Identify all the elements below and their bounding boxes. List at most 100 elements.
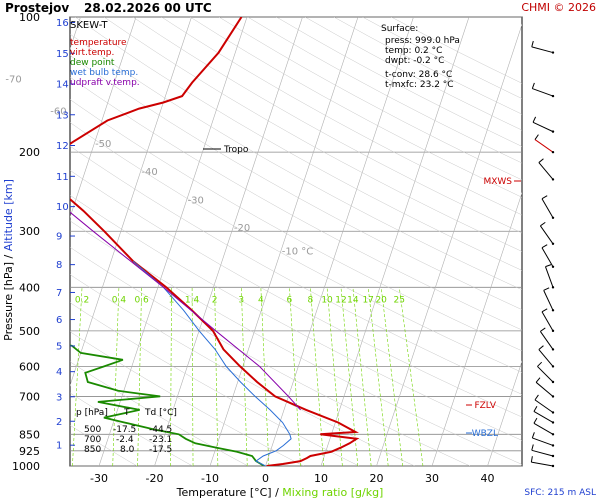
- table-header-td: Td [°C]: [144, 408, 177, 418]
- mixing-ratio-label: 2: [212, 295, 218, 305]
- wind-barb-dot: [551, 286, 555, 289]
- surface-title: Surface:: [381, 24, 418, 34]
- isotherm-line: [70, 17, 192, 387]
- wind-barb-dot: [551, 348, 555, 351]
- wind-barb: [535, 381, 554, 397]
- pressure-tick-label: 925: [19, 445, 40, 458]
- surface-tconv: t-conv: 28.6 °C: [385, 70, 452, 80]
- datetime-title: 28.02.2026 00 UTC: [84, 1, 212, 15]
- dry-adiabat: [333, 17, 522, 115]
- dry-adiabat: [161, 17, 522, 216]
- wind-barb: [539, 331, 554, 350]
- temperature-axis-label: Temperature [°C]: [176, 486, 272, 499]
- temperature-tick-label: 0: [262, 472, 269, 485]
- surface-tmxfc: t-mxfc: 23.2 °C: [385, 80, 454, 90]
- dry-adiabat: [70, 76, 522, 331]
- isotherm-line: [209, 17, 359, 466]
- wind-barb-flag: [531, 444, 534, 451]
- pressure-tick-label: 100: [19, 11, 40, 24]
- legend-item-updraft: udpraft v.temp.: [70, 78, 140, 88]
- temperature-tick-label: 40: [481, 472, 495, 485]
- dry-adiabat: [70, 169, 522, 418]
- altitude-tick-label: 15: [56, 49, 69, 60]
- wbzl-label: WBZL: [472, 429, 498, 439]
- wind-barb: [534, 399, 554, 413]
- level-table: p [hPa] T Td [°C] 500 -17.5 -44.5 700 -2…: [76, 408, 177, 455]
- mixing-ratio-label: 20: [375, 295, 387, 305]
- altitude-tick-label: 16: [56, 18, 69, 29]
- wind-barb-dot: [551, 433, 555, 436]
- surface-temp: temp: 0.2 °C: [385, 46, 442, 56]
- wind-barb-flag: [538, 345, 544, 350]
- isotherm-line: [487, 360, 522, 466]
- wind-barbs: [530, 40, 555, 468]
- axis-separator-y: /: [2, 251, 15, 258]
- isotherm-label: -60: [50, 107, 66, 118]
- x-axis-title: Temperature [°C] / Mixing ratio [g/kg]: [176, 486, 384, 499]
- dry-adiabat: [70, 392, 193, 466]
- wind-barb-flag: [537, 361, 543, 367]
- altitude-tick-label: 13: [56, 110, 69, 121]
- pressure-axis-label: Pressure [hPa]: [2, 262, 15, 341]
- series-temperature: [70, 17, 360, 466]
- isotherm-line: [154, 17, 303, 466]
- wind-barb-flag: [531, 82, 535, 89]
- altitude-tick-label: 2: [56, 417, 62, 428]
- mixing-ratio-label: 0.2: [75, 295, 89, 305]
- wind-barb: [545, 266, 554, 288]
- wind-barb-dot: [551, 411, 555, 414]
- altitude-tick-label: 12: [56, 141, 69, 152]
- wind-barb-dot: [551, 130, 555, 133]
- dry-adiabat: [70, 302, 360, 466]
- altitude-tick-label: 14: [56, 80, 69, 91]
- mixing-ratio-line: [214, 287, 219, 466]
- wind-barb-flag: [541, 244, 548, 249]
- wind-barb: [538, 162, 554, 180]
- wind-barb: [541, 247, 554, 268]
- dry-adiabat: [70, 220, 522, 465]
- surface-press: press: 999.0 hPa: [385, 36, 460, 46]
- mixing-ratio-lines: [72, 287, 424, 466]
- altitude-tick-label: 4: [56, 367, 62, 378]
- surface-info: Surface: press: 999.0 hPa temp: 0.2 °C d…: [381, 24, 460, 90]
- mixing-ratio-line: [240, 287, 248, 466]
- pressure-tick-label: 700: [19, 390, 40, 403]
- wind-barb: [539, 225, 554, 245]
- wind-barb: [531, 461, 554, 467]
- wind-barb-flag: [540, 327, 546, 332]
- dry-adiabat: [70, 122, 522, 373]
- mixing-ratio-label: 8: [308, 295, 314, 305]
- altitude-tick-label: 10: [56, 202, 69, 213]
- wind-barb-flag: [541, 195, 548, 200]
- legend-title: SKEW-T: [70, 20, 108, 31]
- mixing-ratio-label: 10: [321, 295, 333, 305]
- mixing-ratio-label: 1.4: [185, 295, 200, 305]
- mixing-ratio-label: 1: [169, 295, 175, 305]
- dry-adiabat: [70, 331, 304, 466]
- dry-adiabat: [70, 424, 138, 466]
- isotherm-lines: [70, 17, 522, 466]
- legend-item-dew-point: dew point: [70, 58, 115, 68]
- table-cell: -17.5: [113, 425, 136, 435]
- dry-adiabat: [70, 361, 249, 466]
- dry-adiabat: [70, 194, 522, 441]
- wind-barb: [532, 88, 554, 97]
- surface-dwpt: dwpt: -0.2 °C: [385, 56, 444, 66]
- wind-barb-dot: [551, 309, 555, 312]
- isotherm-label: -50: [95, 139, 111, 150]
- dry-adiabat: [103, 17, 522, 252]
- wind-barb-flag: [540, 221, 546, 227]
- dry-adiabat: [70, 99, 522, 352]
- fzlv-label: FZLV: [474, 401, 496, 411]
- pressure-tick-label: 850: [19, 428, 40, 441]
- isotherm-label: -20: [234, 223, 250, 234]
- wind-barb-flag: [531, 432, 535, 439]
- mixing-ratio-label: 17: [362, 295, 373, 305]
- wind-barb: [531, 46, 554, 54]
- isotherm-label: -10 °C: [282, 246, 314, 257]
- mixing-ratio-line: [380, 287, 404, 466]
- wind-barb-dot: [551, 464, 555, 468]
- mixing-ratio-line: [326, 287, 343, 466]
- dry-adiabat: [70, 55, 522, 310]
